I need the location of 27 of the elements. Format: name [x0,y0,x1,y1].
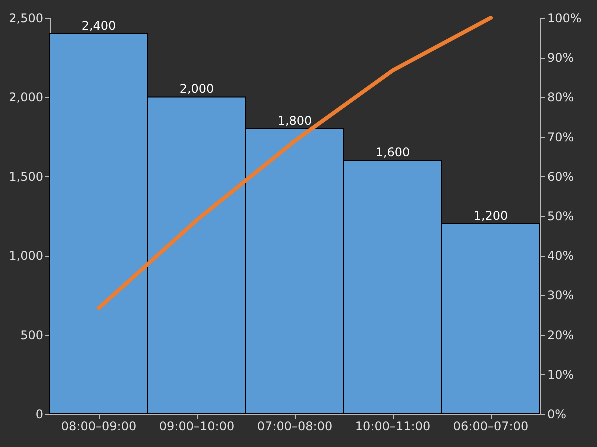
data-label: 2,400 [82,18,116,33]
y-tick-label: 1,500 [9,170,44,184]
y2-tick-label: 80% [548,90,574,105]
x-tick-label: 10:00–11:00 [355,420,431,434]
y-tick-label: 1,000 [9,249,44,264]
y2-tick-label: 60% [548,170,574,184]
x-tick-label: 09:00–10:00 [159,420,235,434]
x-tick-label: 06:00–07:00 [453,420,529,434]
y2-tick-label: 10% [548,368,574,382]
x-tick-label: 07:00–08:00 [257,420,333,434]
data-label: 1,800 [278,114,312,128]
x-tick-label: 08:00–09:00 [61,420,137,434]
y-tick-label: 0 [36,408,44,422]
y-tick-label: 2,000 [9,90,44,105]
y-tick-label: 500 [20,328,44,342]
y2-tick-label: 20% [548,328,574,342]
y2-tick-label: 100% [548,12,582,26]
data-label: 2,000 [180,82,214,96]
y2-tick-label: 40% [548,249,574,264]
data-label: 1,600 [376,146,410,160]
y2-tick-label: 50% [548,210,574,224]
y2-tick-label: 0% [548,408,567,422]
y2-tick-label: 70% [548,130,574,144]
y2-tick-label: 30% [548,288,574,303]
y2-tick-label: 90% [548,51,574,66]
data-label: 1,200 [474,208,508,223]
y-tick-label: 2,500 [9,12,44,26]
